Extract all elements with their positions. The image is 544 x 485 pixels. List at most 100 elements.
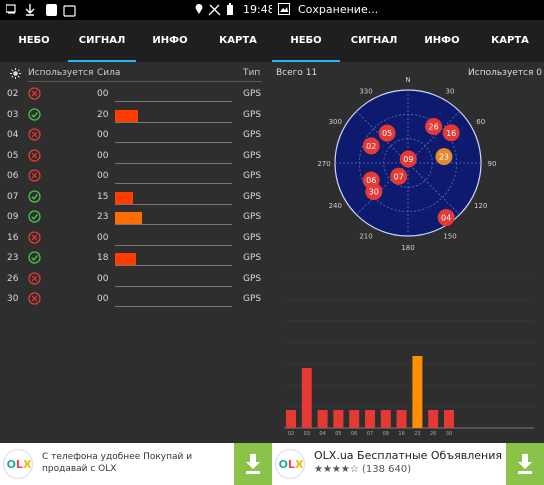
signal-strength: 00 bbox=[97, 273, 109, 284]
satellite-id: 07 bbox=[7, 191, 19, 202]
signal-strength: 15 bbox=[97, 191, 109, 202]
sun-icon bbox=[10, 68, 21, 79]
check-circle-icon bbox=[28, 189, 41, 203]
compass-label: 330 bbox=[359, 87, 372, 95]
signal-strength: 00 bbox=[97, 150, 109, 161]
satellite-dot bbox=[399, 150, 417, 168]
satellite-dot bbox=[442, 124, 460, 142]
satellite-marker[interactable]: 02 bbox=[362, 137, 380, 155]
satellite-id: 02 bbox=[7, 89, 19, 99]
saving-status: Сохранение... bbox=[298, 3, 379, 16]
signal-strength: 00 bbox=[97, 171, 109, 181]
header-strength: Сила bbox=[97, 68, 121, 78]
satellite-marker[interactable]: 30 bbox=[365, 183, 383, 201]
satellite-marker[interactable]: 09 bbox=[399, 150, 417, 168]
satellite-type: GPS bbox=[243, 150, 262, 161]
header-used: Используется bbox=[28, 68, 94, 78]
signal-strength: 00 bbox=[97, 294, 109, 304]
satellite-dot bbox=[362, 137, 380, 155]
satellite-marker[interactable]: 05 bbox=[378, 124, 396, 142]
signal-row: 07 15 GPS bbox=[0, 187, 272, 207]
bar-category-label: 05 bbox=[335, 431, 341, 437]
blocked-circle-icon bbox=[28, 169, 41, 182]
tab-map[interactable]: КАРТА bbox=[219, 35, 257, 46]
satellite-type: GPS bbox=[243, 130, 262, 140]
tab-sky[interactable]: НЕБО bbox=[18, 35, 50, 46]
signal-strength: 00 bbox=[97, 89, 109, 99]
satellite-type: GPS bbox=[243, 212, 262, 222]
satellite-id: 16 bbox=[7, 232, 19, 243]
compass-label: 30 bbox=[446, 87, 455, 95]
tab-sky[interactable]: НЕБО bbox=[272, 20, 340, 62]
satellite-type: GPS bbox=[243, 232, 262, 243]
satellite-dot bbox=[437, 208, 455, 226]
signal-bar bbox=[444, 410, 454, 428]
signal-bar bbox=[333, 410, 344, 428]
used-count: Используется 0 bbox=[468, 68, 542, 78]
strength-bar-fill bbox=[115, 253, 136, 265]
bar-category-label: 23 bbox=[414, 431, 420, 437]
bar-category-label: 02 bbox=[288, 431, 294, 437]
satellite-marker[interactable]: 16 bbox=[442, 124, 460, 142]
ad-banner[interactable]: OLX OLX.ua Бесплатные Объявления ★★★★☆ (… bbox=[272, 443, 544, 485]
signal-row: 02 00 GPS bbox=[0, 84, 272, 104]
olx-logo: OLX bbox=[3, 449, 33, 479]
strength-bar-track bbox=[115, 162, 232, 164]
review-count: (138 640) bbox=[362, 464, 412, 475]
tab-bar: НЕБО СИГНАЛ ИНФО КАРТА bbox=[272, 20, 544, 62]
satellite-label: 16 bbox=[446, 129, 456, 138]
signal-bar bbox=[365, 410, 375, 428]
signal-row: 30 00 GPS bbox=[0, 289, 272, 309]
strength-bar-track bbox=[115, 183, 232, 184]
ad-text: С телефона удобнее Покупай и продавай с … bbox=[42, 452, 193, 474]
tab-map[interactable]: КАРТА bbox=[491, 35, 529, 46]
download-button[interactable] bbox=[234, 443, 272, 485]
total-count: Всего 11 bbox=[276, 68, 318, 78]
ad-title: OLX.ua Бесплатные Объявления bbox=[314, 449, 502, 462]
satellite-label: 04 bbox=[441, 213, 451, 222]
satellite-type: GPS bbox=[243, 253, 262, 263]
satellite-marker[interactable]: 26 bbox=[425, 117, 443, 135]
satellite-id: 05 bbox=[7, 150, 19, 161]
satellite-marker[interactable]: 23 bbox=[435, 148, 453, 166]
signal-table-header: Используется Сила Тип bbox=[0, 66, 272, 82]
signal-row: 03 20 GPS bbox=[0, 105, 272, 125]
satellite-label: 26 bbox=[428, 122, 438, 131]
satellite-label: 07 bbox=[394, 172, 404, 181]
blocked-circle-icon bbox=[28, 128, 41, 141]
satellite-dot bbox=[425, 117, 443, 135]
blocked-circle-icon bbox=[28, 230, 41, 244]
download-arrow-icon bbox=[246, 454, 260, 474]
strength-bar-track bbox=[115, 265, 232, 266]
satellite-label: 06 bbox=[366, 176, 376, 185]
tab-signal[interactable]: СИГНАЛ bbox=[68, 20, 136, 62]
tab-signal[interactable]: СИГНАЛ bbox=[350, 35, 398, 46]
satellite-id: 09 bbox=[7, 212, 19, 222]
olx-logo-text: OLX bbox=[6, 458, 32, 471]
download-button[interactable] bbox=[506, 443, 544, 485]
signal-bar bbox=[349, 410, 360, 428]
strength-bar-track bbox=[115, 285, 232, 287]
ad-banner[interactable]: OLX С телефона удобнее Покупай и продава… bbox=[0, 443, 272, 485]
notification-icons bbox=[6, 4, 76, 17]
satellite-marker[interactable]: 04 bbox=[437, 208, 455, 226]
bar-category-label: 26 bbox=[430, 431, 436, 437]
sky-plot: N 30 60 90 120 150 180 210 240 270 300 330 05 26 02 16 0… bbox=[317, 76, 496, 252]
satellite-label: 02 bbox=[366, 142, 376, 151]
strength-bar-fill bbox=[115, 212, 142, 224]
satellite-dot bbox=[365, 183, 383, 201]
satellite-type: GPS bbox=[243, 294, 262, 304]
signal-strength: 23 bbox=[97, 212, 109, 222]
signal-bar bbox=[428, 410, 439, 428]
tab-info[interactable]: ИНФО bbox=[152, 35, 188, 46]
header-type: Тип bbox=[243, 68, 261, 78]
signal-row: 16 00 GPS bbox=[0, 228, 272, 248]
compass-label: N bbox=[405, 76, 410, 84]
olx-logo: OLX bbox=[275, 449, 305, 479]
satellite-dot bbox=[390, 167, 408, 185]
satellite-id: 04 bbox=[7, 130, 19, 140]
tab-info[interactable]: ИНФО bbox=[424, 35, 460, 46]
check-circle-icon bbox=[28, 107, 41, 121]
satellite-type: GPS bbox=[243, 171, 262, 181]
satellite-marker[interactable]: 07 bbox=[390, 167, 408, 185]
